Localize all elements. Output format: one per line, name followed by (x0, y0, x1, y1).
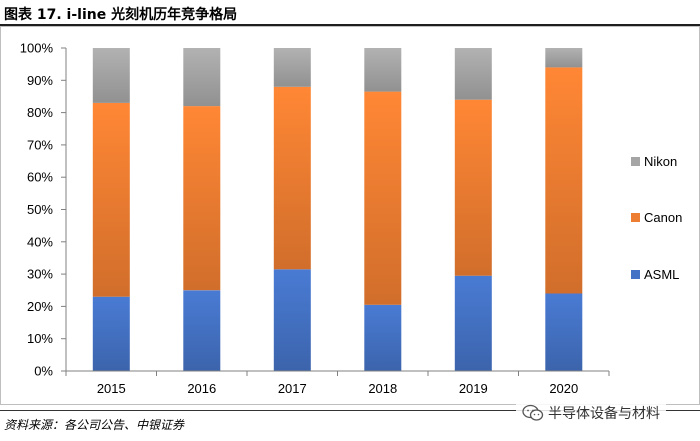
y-tick-label: 60% (27, 170, 53, 185)
bar-nikon-2018 (364, 48, 402, 92)
legend-swatch-nikon (631, 157, 640, 166)
y-tick-label: 0% (34, 364, 53, 379)
y-tick-label: 100% (20, 41, 54, 56)
legend-label-nikon: Nikon (644, 154, 677, 169)
watermark-text: 半导体设备与材料 (548, 406, 660, 422)
y-tick-label: 40% (27, 234, 53, 249)
bar-asml-2016 (183, 290, 221, 372)
legend-label-canon: Canon (644, 210, 682, 225)
bar-group (92, 48, 583, 372)
y-tick-label: 10% (27, 331, 53, 346)
x-tick-label: 2018 (368, 381, 397, 396)
y-tick-label: 80% (27, 105, 53, 120)
figure-title: 图表 17. i-line 光刻机历年竞争格局 (4, 7, 238, 23)
axes-group: 2015 2016 2017 2018 2019 2020 0% 10% 20% 30% 40% 50… (20, 41, 610, 396)
legend-swatch-asml (631, 270, 640, 279)
bar-nikon-2015 (92, 48, 130, 103)
y-tick-label: 20% (27, 299, 53, 314)
x-tick-label: 2020 (549, 381, 578, 396)
x-tick-label: 2019 (459, 381, 488, 396)
bar-canon-2016 (183, 106, 221, 291)
bar-asml-2015 (92, 296, 130, 371)
bar-canon-2017 (273, 86, 311, 270)
bar-nikon-2020 (545, 48, 583, 68)
bar-nikon-2016 (183, 48, 221, 107)
y-tick-label: 30% (27, 267, 53, 282)
bar-nikon-2017 (273, 48, 311, 87)
bar-canon-2018 (364, 91, 402, 305)
bar-nikon-2019 (454, 48, 492, 100)
y-tick-label: 70% (27, 137, 53, 152)
legend-label-asml: ASML (644, 267, 679, 282)
bar-canon-2019 (454, 99, 492, 276)
title-divider (0, 24, 700, 26)
bar-asml-2019 (454, 275, 492, 371)
chart-area: 2015 2016 2017 2018 2019 2020 0% 10% 20% 30% 40% 50… (0, 26, 700, 405)
legend-swatch-canon (631, 213, 640, 222)
legend: Nikon Canon ASML (631, 154, 682, 282)
stacked-bar-chart: 2015 2016 2017 2018 2019 2020 0% 10% 20% 30% 40% 50… (20, 41, 683, 397)
bar-canon-2015 (92, 102, 130, 297)
footer-divider (0, 410, 700, 411)
x-tick-label: 2016 (187, 381, 216, 396)
bar-asml-2020 (545, 293, 583, 371)
bar-asml-2018 (364, 304, 402, 371)
wechat-icon (522, 404, 544, 421)
watermark: 半导体设备与材料 (516, 398, 666, 428)
bar-asml-2017 (273, 269, 311, 371)
source-note: 资料来源：各公司公告、中银证券 (4, 418, 185, 432)
figure-title-bar: 图表 17. i-line 光刻机历年竞争格局 (0, 0, 700, 26)
y-tick-label: 90% (27, 73, 53, 88)
x-tick-label: 2017 (278, 381, 307, 396)
bar-canon-2020 (545, 67, 583, 294)
x-tick-label: 2015 (97, 381, 126, 396)
y-tick-label: 50% (27, 202, 53, 217)
